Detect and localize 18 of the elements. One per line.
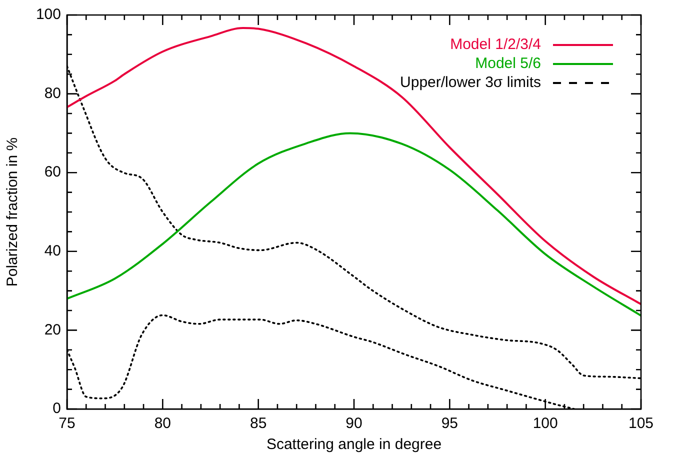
x-tick-label: 85 (250, 415, 267, 432)
legend-label: Model 5/6 (475, 55, 541, 72)
legend-label: Model 1/2/3/4 (450, 36, 541, 54)
x-tick-label: 105 (628, 415, 654, 432)
x-tick-label: 75 (58, 415, 76, 432)
x-tick-label: 90 (346, 415, 362, 432)
legend-label: Upper/lower 3σ limits (400, 74, 541, 92)
y-tick-label: 100 (36, 6, 61, 24)
x-tick-label: 80 (154, 415, 172, 432)
y-tick-label: 20 (44, 321, 61, 338)
x-axis-title: Scattering angle in degree (266, 436, 442, 454)
y-axis-title: Polarized fraction in % (4, 137, 22, 287)
x-tick-label: 100 (532, 415, 558, 432)
y-tick-label: 80 (44, 84, 61, 102)
y-tick-label: 0 (52, 400, 61, 418)
x-tick-label: 95 (441, 415, 458, 432)
y-tick-label: 60 (44, 164, 61, 181)
y-tick-label: 40 (44, 242, 61, 260)
